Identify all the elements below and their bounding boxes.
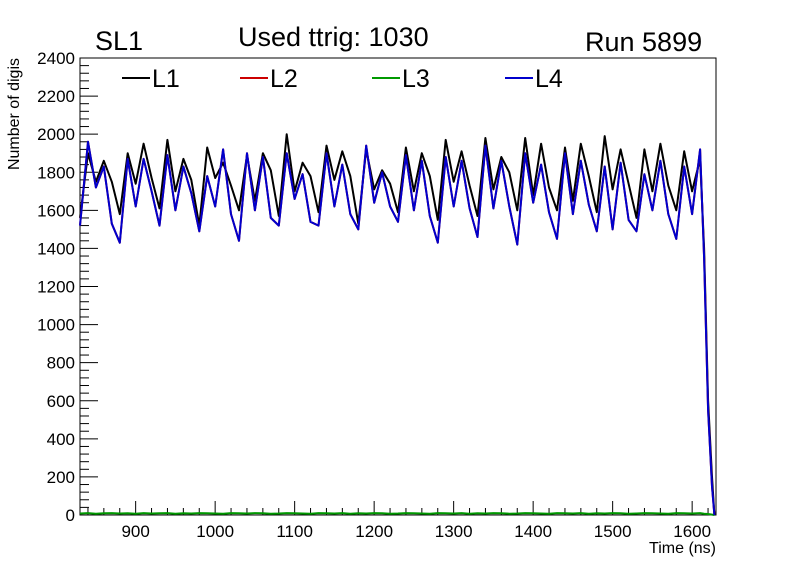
y-tick-label: 1600	[37, 201, 75, 220]
x-tick-label: 1000	[196, 522, 234, 541]
used-ttrig-label: Used ttrig: 1030	[238, 22, 429, 52]
y-tick-label: 1200	[37, 278, 75, 297]
y-tick-label: 800	[47, 354, 75, 373]
plot-frame	[79, 57, 717, 516]
y-tick-label: 1400	[37, 239, 75, 258]
x-tick-label: 1500	[594, 522, 632, 541]
series-line-l4	[79, 140, 716, 516]
x-tick-label: 1200	[355, 522, 393, 541]
series-line-l1	[79, 133, 716, 516]
y-tick-label: 400	[47, 430, 75, 449]
y-tick-label: 600	[47, 392, 75, 411]
y-tick-label: 0	[66, 506, 75, 525]
y-tick-label: 1000	[37, 316, 75, 335]
x-tick-label: 900	[121, 522, 149, 541]
y-axis-title: Number of digis	[6, 58, 23, 170]
legend-label-l4: L4	[535, 65, 563, 93]
y-tick-label: 1800	[37, 163, 75, 182]
x-tick-label: 1400	[514, 522, 552, 541]
y-tick-label: 2400	[37, 49, 75, 68]
x-tick-label: 1600	[673, 522, 711, 541]
legend-label-l2: L2	[270, 65, 298, 93]
y-tick-label: 200	[47, 468, 75, 487]
legend-label-l3: L3	[402, 65, 430, 93]
x-axis-title: Time (ns)	[649, 540, 716, 557]
series-line-l2	[79, 140, 716, 516]
x-tick-label: 1100	[276, 522, 313, 541]
x-tick-label: 1300	[435, 522, 473, 541]
legend-label-l1: L1	[152, 65, 180, 93]
series-line-l3	[79, 512, 715, 516]
y-tick-label: 2000	[37, 125, 75, 144]
run-label: Run 5899	[585, 27, 703, 57]
sl-label: SL1	[95, 26, 144, 56]
y-tick-label: 2200	[37, 87, 75, 106]
